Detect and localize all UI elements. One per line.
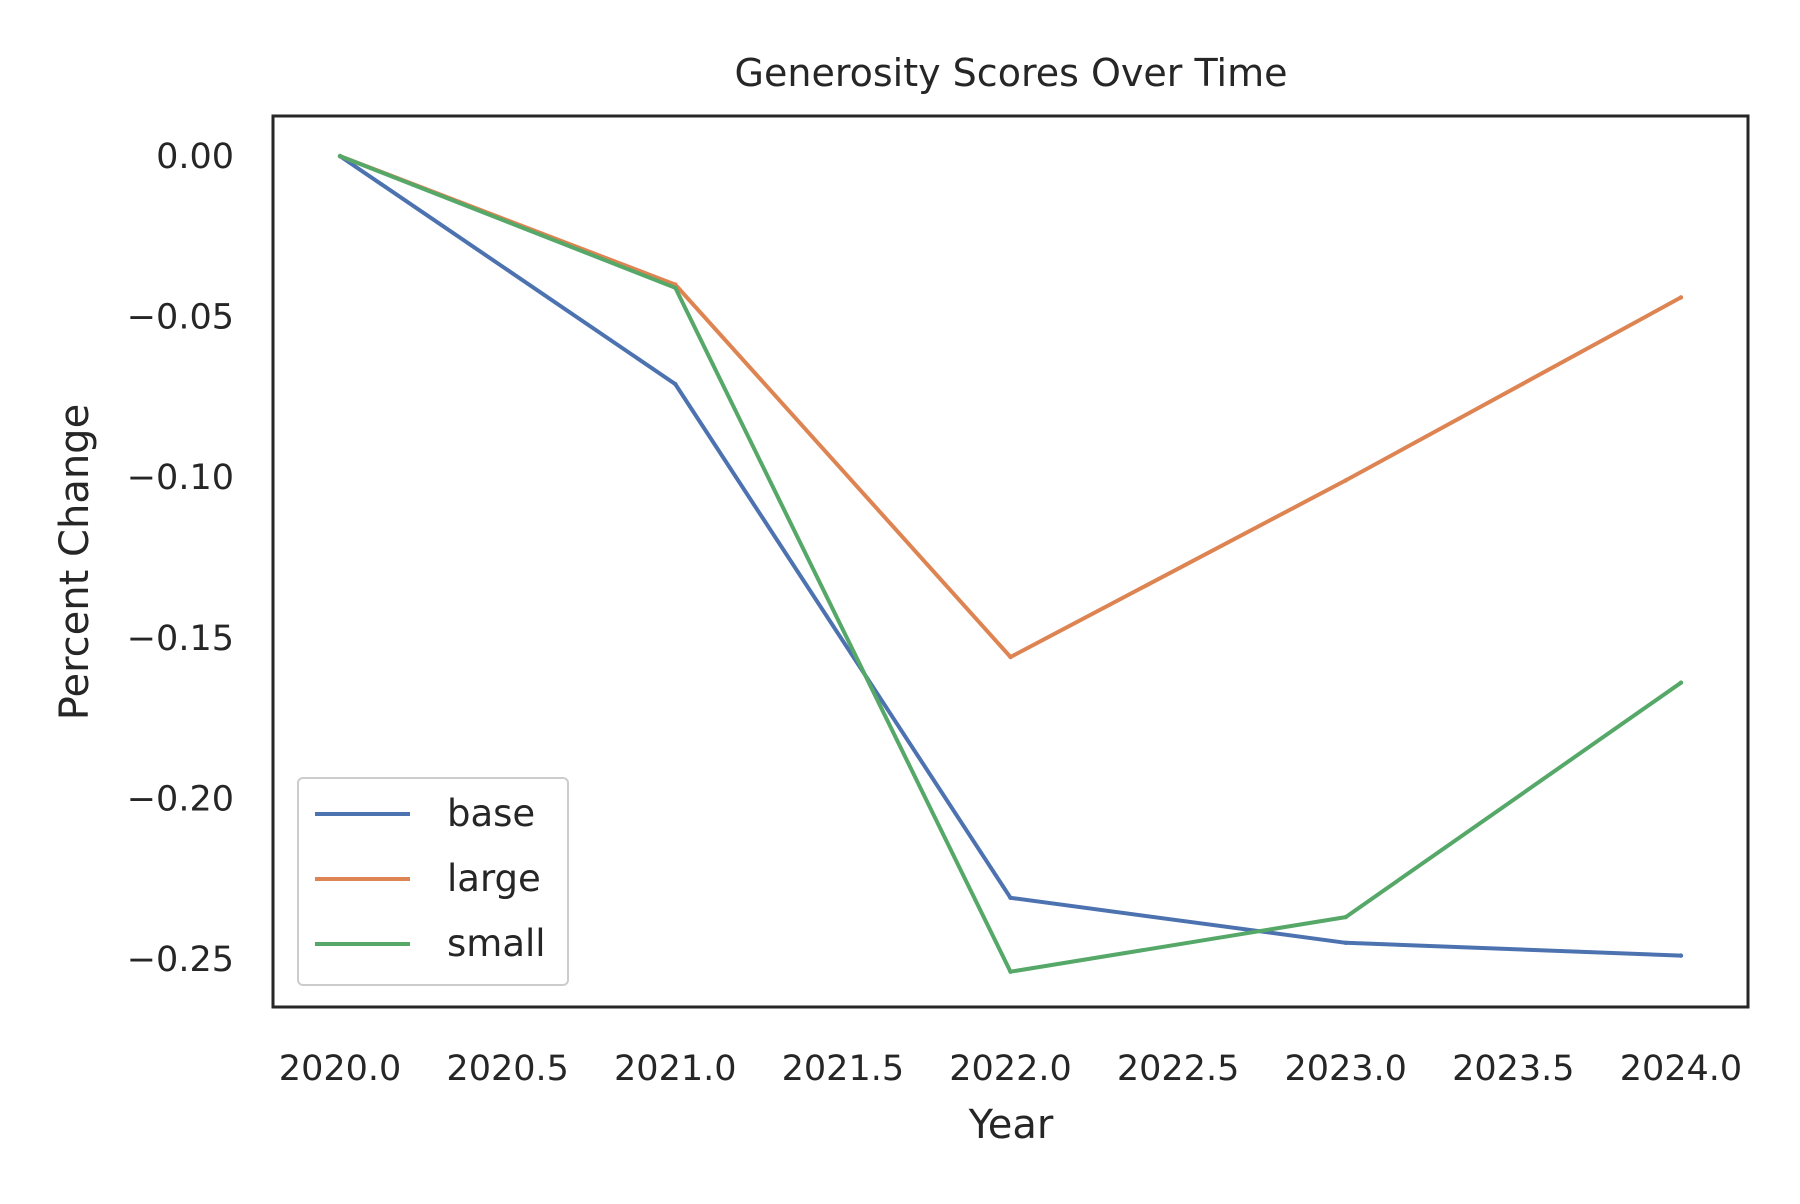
x-tick-label: 2021.5 (782, 1049, 904, 1089)
legend-box (297, 777, 569, 986)
legend-label-small: small (447, 922, 546, 965)
data-point-small (337, 153, 343, 159)
y-tick-label: −0.05 (127, 298, 234, 338)
y-tick-label: −0.20 (127, 779, 234, 819)
plot-area (337, 153, 1684, 974)
x-tick-label: 2024.0 (1620, 1049, 1742, 1089)
x-tick-label: 2020.5 (446, 1049, 568, 1089)
data-point-base (1343, 940, 1348, 945)
x-tick-label: 2020.0 (279, 1049, 401, 1089)
legend: base large small (297, 777, 569, 986)
x-axis: 2020.0 2020.5 2021.0 2021.5 2022.0 2022.5 2023… (279, 1049, 1742, 1089)
data-point-base (673, 381, 678, 387)
data-point-large (1343, 478, 1348, 483)
x-tick-label: 2022.5 (1117, 1049, 1239, 1089)
x-axis-label: Year (968, 1102, 1054, 1148)
x-tick-label: 2023.0 (1284, 1049, 1406, 1089)
legend-label-large: large (447, 857, 541, 900)
legend-label-base: base (447, 792, 535, 835)
x-tick-label: 2022.0 (949, 1049, 1071, 1089)
y-tick-label: −0.10 (127, 458, 234, 498)
data-point-base (1008, 895, 1013, 901)
data-point-small (1343, 914, 1348, 920)
data-point-base (1678, 953, 1684, 958)
data-point-large (1678, 295, 1684, 300)
x-tick-label: 2021.0 (614, 1049, 736, 1089)
data-point-large (1008, 654, 1013, 660)
y-tick-label: −0.25 (127, 940, 234, 980)
y-axis-label: Percent Change (52, 404, 98, 720)
y-tick-label: 0.00 (156, 137, 234, 177)
y-tick-label: −0.15 (127, 619, 234, 659)
data-point-small (1008, 969, 1013, 974)
data-point-small (1678, 680, 1684, 685)
plot-frame (271, 114, 1750, 1009)
x-tick-label: 2023.5 (1452, 1049, 1574, 1089)
data-point-small (673, 285, 678, 290)
y-axis: 0.00 −0.05 −0.10 −0.15 −0.20 −0.25 (127, 137, 234, 980)
chart-title: Generosity Scores Over Time (735, 51, 1288, 95)
